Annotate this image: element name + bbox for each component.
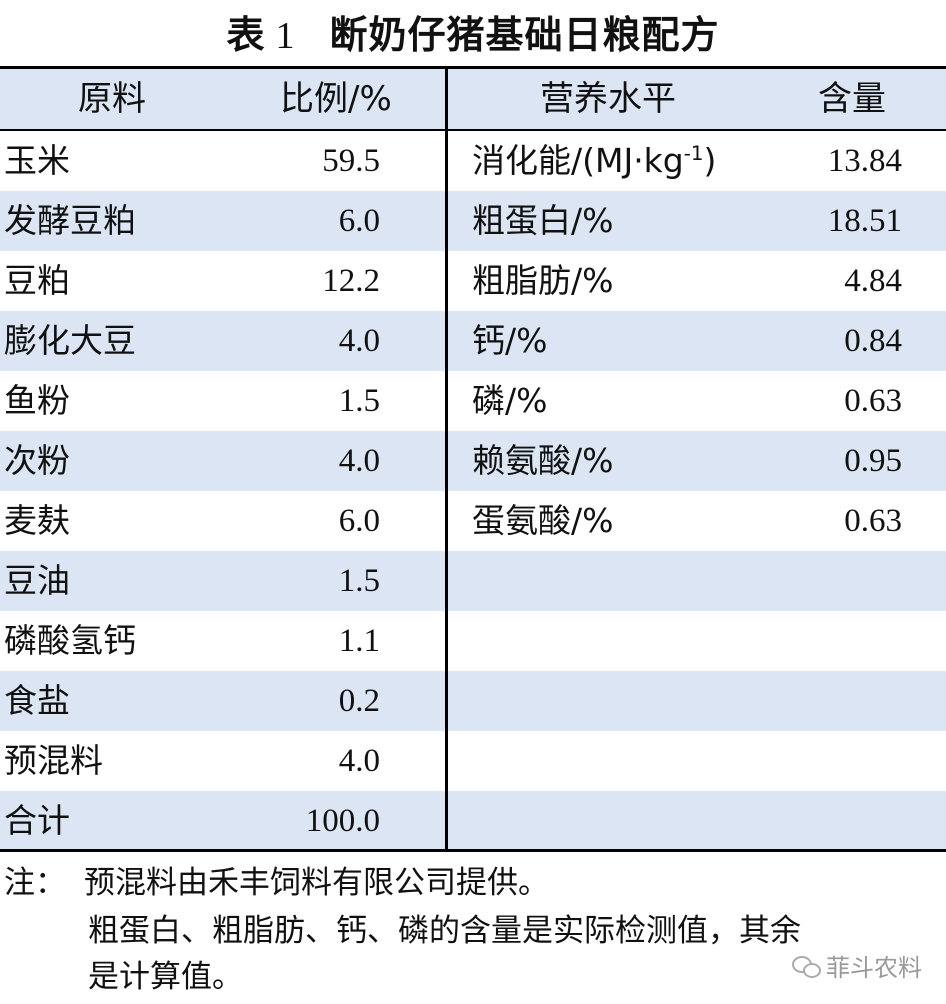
ingredient-ratio: 59.5 — [322, 143, 380, 179]
nutrient-name-text: 钙/% — [472, 321, 548, 360]
ingredient-ratio: 1.1 — [338, 623, 380, 659]
nutrient-content: 4.84 — [844, 263, 902, 299]
row-band — [0, 311, 946, 371]
ingredient-ratio: 1.5 — [338, 563, 380, 599]
ingredient-ratio: 12.2 — [322, 263, 380, 299]
wechat-icon — [792, 955, 821, 978]
nutrient-unit-exponent: -1 — [683, 142, 704, 165]
nutrient-name: 钙/% — [472, 311, 547, 371]
ingredient-name: 玉米 — [4, 141, 70, 180]
ingredient-name: 发酵豆粕 — [4, 201, 136, 240]
nutrient-content: 0.95 — [844, 443, 902, 479]
ingredient-name: 鱼粉 — [4, 381, 70, 420]
ingredient-ratio: 4.0 — [338, 743, 380, 779]
table-title: 表 1 断奶仔猪基础日粮配方 — [0, 4, 946, 59]
ingredient-ratio: 100.0 — [305, 803, 380, 839]
ingredient-ratio: 4.0 — [338, 443, 380, 479]
ingredient-name: 合计 — [4, 801, 70, 840]
top-rule — [0, 66, 946, 69]
header-band — [0, 69, 946, 129]
ingredient-name: 豆油 — [4, 561, 70, 600]
row-band — [0, 791, 946, 851]
note-line-1: 注： 预混料由禾丰饲料有限公司提供。 — [4, 860, 549, 906]
row-band — [0, 191, 946, 251]
title-number: 1 — [275, 15, 296, 57]
ingredient-name: 次粉 — [4, 441, 70, 480]
header-ratio: 比例/% — [280, 79, 392, 119]
ingredient-name: 豆粕 — [4, 261, 70, 300]
note-prefix: 注： — [4, 865, 66, 901]
ingredient-ratio: 4.0 — [338, 323, 380, 359]
bottom-rule — [0, 849, 946, 852]
nutrient-name: 消化能/(MJ·kg-1) — [472, 131, 716, 191]
nutrient-name: 磷/% — [472, 371, 547, 431]
nutrient-name: 蛋氨酸/% — [472, 491, 613, 551]
note-line-3: 是计算值。 — [88, 959, 243, 995]
row-band — [0, 671, 946, 731]
header-ingredient: 原料 — [78, 79, 146, 119]
watermark: 菲斗农料 — [792, 948, 922, 983]
nutrient-content: 18.51 — [827, 203, 902, 239]
nutrient-name-text: 蛋氨酸/% — [472, 501, 614, 540]
note-text-1: 预混料由禾丰饲料有限公司提供。 — [84, 865, 549, 901]
ingredient-ratio: 0.2 — [338, 683, 380, 719]
ingredient-name: 磷酸氢钙 — [4, 621, 136, 660]
nutrient-name: 粗蛋白/% — [472, 191, 613, 251]
nutrient-name-text: 粗蛋白/% — [472, 201, 614, 240]
nutrient-name-suffix: ) — [703, 141, 717, 180]
ingredient-ratio: 1.5 — [338, 383, 380, 419]
nutrient-name-text: 粗脂肪/% — [472, 261, 614, 300]
nutrient-name: 赖氨酸/% — [472, 431, 613, 491]
header-rule — [0, 129, 946, 131]
nutrient-name-text: 磷/% — [472, 381, 548, 420]
ingredient-name: 预混料 — [4, 741, 103, 780]
nutrient-content: 0.63 — [844, 503, 902, 539]
ingredient-ratio: 6.0 — [338, 203, 380, 239]
ingredient-name: 麦麸 — [4, 501, 70, 540]
nutrient-content: 0.63 — [844, 383, 902, 419]
ingredient-name: 食盐 — [4, 681, 70, 720]
row-band — [0, 431, 946, 491]
column-divider — [445, 69, 448, 849]
row-band — [0, 551, 946, 611]
note-line-2: 粗蛋白、粗脂肪、钙、磷的含量是实际检测值，其余 — [88, 913, 801, 949]
header-content: 含量 — [818, 79, 886, 119]
ingredient-ratio: 6.0 — [338, 503, 380, 539]
watermark-text: 菲斗农料 — [826, 954, 922, 982]
nutrient-content: 13.84 — [827, 143, 902, 179]
title-label: 表 — [226, 13, 266, 57]
nutrient-name-text: 赖氨酸/% — [472, 441, 614, 480]
title-text: 断奶仔猪基础日粮配方 — [329, 13, 720, 57]
nutrient-name: 粗脂肪/% — [472, 251, 613, 311]
nutrient-name-text: 消化能/(MJ·kg — [472, 141, 684, 180]
header-nutrient: 营养水平 — [540, 79, 676, 119]
nutrient-content: 0.84 — [844, 323, 902, 359]
ingredient-name: 膨化大豆 — [4, 321, 136, 360]
